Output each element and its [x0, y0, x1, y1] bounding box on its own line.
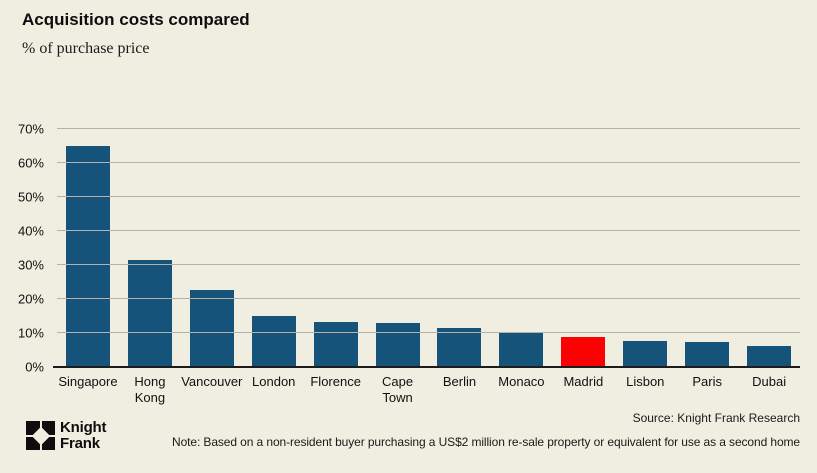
y-tick-label: 30% — [17, 257, 44, 273]
gridline — [57, 128, 800, 129]
gridline — [57, 162, 800, 163]
chart-title: Acquisition costs compared — [22, 10, 250, 29]
bar-london — [251, 315, 296, 367]
bar-cell — [429, 129, 491, 367]
gridline — [57, 298, 800, 299]
y-tick-label: 10% — [17, 325, 44, 341]
knight-frank-wordmark: Knight Frank — [60, 420, 106, 452]
bar-cell — [552, 129, 614, 367]
source-credit: Source: Knight Frank Research — [632, 411, 800, 425]
bar-lisbon — [623, 341, 668, 367]
bar-paris — [685, 341, 730, 367]
gridline — [57, 332, 800, 333]
bar-cell — [614, 129, 676, 367]
bar-cell — [243, 129, 305, 367]
x-tick-label: Paris — [692, 374, 722, 389]
gridline — [57, 196, 800, 197]
bar-cell — [181, 129, 243, 367]
y-tick-label: 20% — [17, 291, 44, 307]
chart-subtitle: % of purchase price — [22, 40, 150, 57]
bar-florence — [313, 321, 358, 367]
x-tick-label: Singapore — [58, 374, 118, 389]
x-tick-label: Florence — [310, 374, 361, 389]
y-tick-label: 50% — [17, 189, 44, 205]
bar-cell — [119, 129, 181, 367]
knight-frank-logo-icon — [26, 421, 55, 450]
y-axis: 0% 10% 20% 30% 40% 50% 60% 70% — [0, 123, 50, 374]
x-tick-label: London — [252, 374, 296, 389]
bar-vancouver — [189, 290, 234, 367]
bar-cell — [676, 129, 738, 367]
x-axis-labels: Singapore Hong Kong Vancouver London Florenc… — [57, 374, 800, 406]
y-tick-label: 40% — [17, 223, 44, 239]
x-tick-label: Lisbon — [626, 374, 665, 389]
bar-cell — [490, 129, 552, 367]
bar-hong-kong — [127, 260, 172, 367]
bar-singapore — [65, 146, 110, 367]
gridline — [57, 264, 800, 265]
gridline — [57, 230, 800, 231]
x-tick-label: Monaco — [498, 374, 545, 389]
logo-text-line2: Frank — [60, 435, 100, 452]
x-axis-line — [53, 366, 800, 368]
bars-container — [57, 129, 800, 367]
bar-cell — [738, 129, 800, 367]
bar-cell — [305, 129, 367, 367]
bar-berlin — [437, 328, 482, 367]
y-tick-label: 60% — [17, 155, 44, 171]
bar-dubai — [747, 346, 792, 367]
bar-madrid — [561, 337, 606, 367]
bar-cape-town — [375, 323, 420, 367]
x-tick-label: Vancouver — [181, 374, 243, 389]
bar-monaco — [499, 331, 544, 367]
x-tick-label: Cape Town — [382, 374, 414, 405]
footnote: Note: Based on a non-resident buyer purc… — [172, 435, 800, 449]
plot-area — [57, 128, 800, 367]
x-tick-label: Dubai — [752, 374, 787, 389]
y-tick-label: 0% — [25, 359, 44, 375]
bar-cell — [367, 129, 429, 367]
x-tick-label: Madrid — [563, 374, 604, 389]
x-tick-label: Hong Kong — [134, 374, 166, 405]
x-tick-label: Berlin — [442, 374, 477, 389]
y-tick-label: 70% — [17, 121, 44, 137]
bar-cell — [57, 129, 119, 367]
logo-text-line1: Knight — [60, 419, 107, 436]
